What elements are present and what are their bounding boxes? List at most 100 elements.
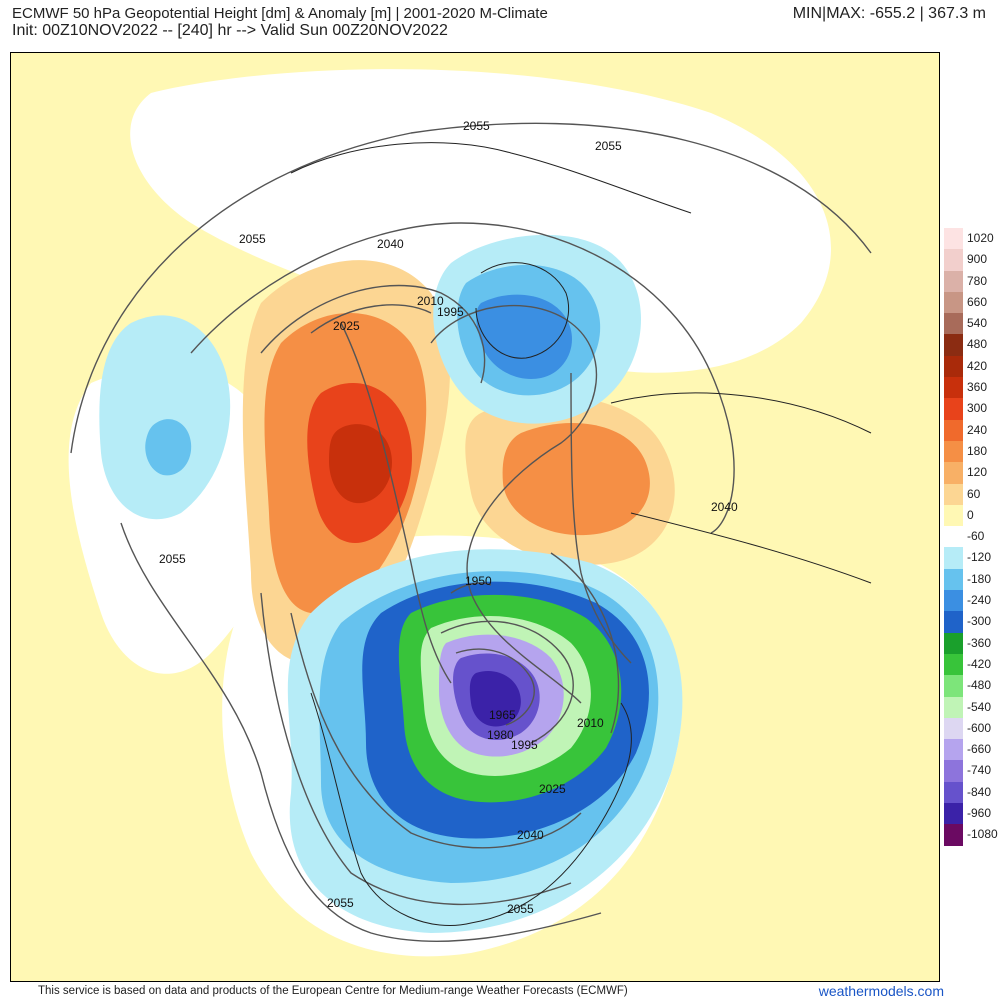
legend-swatch: [944, 291, 963, 314]
legend-label: 420: [967, 358, 988, 373]
legend-item: 420: [944, 355, 1000, 378]
legend-swatch: [944, 781, 963, 804]
legend-label: -660: [967, 742, 992, 757]
legend-swatch: [944, 824, 963, 846]
legend-label: -60: [967, 529, 985, 544]
legend-item: 360: [944, 377, 1000, 399]
contour-1965: [455, 648, 535, 726]
coastline-north-america: [310, 692, 632, 927]
coastline-asia-north: [290, 142, 692, 214]
legend-swatch: [944, 632, 963, 654]
legend-item: -660: [944, 739, 1000, 761]
contour-2040: [190, 222, 735, 906]
legend-item: -180: [944, 568, 1000, 591]
positive-anomaly-east-core: [502, 423, 650, 536]
height-contours: [70, 122, 872, 942]
legend-swatch: [944, 440, 963, 463]
legend-swatch: [944, 696, 963, 718]
contour-label: 1995: [511, 738, 538, 752]
vortex-min-center: [469, 671, 521, 727]
contour-2010: [310, 304, 620, 734]
legend-swatch: [944, 590, 963, 612]
positive-anomaly-west-max: [329, 424, 392, 504]
legend-item: -600: [944, 717, 1000, 740]
map-panel: 2055 2055 2055 2055 2055 2055 2040 2040 …: [10, 52, 940, 982]
legend-swatch: [944, 483, 963, 505]
contour-1995: [430, 304, 598, 704]
contour-label: 2010: [577, 716, 604, 730]
legend-swatch: [944, 675, 963, 697]
legend-label: -600: [967, 720, 992, 735]
legend-swatch: [944, 547, 963, 569]
legend-label: 240: [967, 422, 988, 437]
legend-item: 300: [944, 398, 1000, 420]
legend-swatch: [944, 313, 963, 335]
legend-item: -300: [944, 611, 1000, 633]
legend-swatch: [944, 611, 963, 633]
legend-swatch: [944, 739, 963, 761]
legend-swatch: [944, 462, 963, 484]
contour-label: 2025: [333, 319, 360, 333]
chart-subtitle: Init: 00Z10NOV2022 -- [240] hr --> Valid…: [12, 22, 448, 39]
legend-swatch: [944, 398, 963, 420]
legend-item: 540: [944, 313, 1000, 335]
legend-label: 540: [967, 316, 988, 331]
legend-item: -60: [944, 526, 1000, 548]
brand-link[interactable]: weathermodels.com: [818, 983, 944, 999]
legend-swatch: [944, 760, 963, 782]
legend-label: 660: [967, 294, 988, 309]
legend-item: -240: [944, 590, 1000, 612]
footer-credit: This service is based on data and produc…: [38, 985, 628, 997]
legend-swatch: [944, 334, 963, 356]
legend-item: 120: [944, 462, 1000, 484]
legend-swatch: [944, 526, 963, 548]
legend-label: 360: [967, 380, 988, 395]
legend-swatch: [944, 355, 963, 378]
chart-title: ECMWF 50 hPa Geopotential Height [dm] & …: [12, 5, 548, 22]
legend-label: 900: [967, 252, 988, 267]
legend-item: 180: [944, 440, 1000, 463]
legend-swatch: [944, 504, 963, 527]
legend-label: -840: [967, 784, 992, 799]
legend-label: -960: [967, 806, 992, 821]
legend-label: -120: [967, 550, 992, 565]
legend-label: -420: [967, 656, 992, 671]
legend-swatch: [944, 717, 963, 740]
contour-label: 2055: [159, 552, 186, 566]
contour-label: 1995: [437, 305, 464, 319]
legend-item: -540: [944, 696, 1000, 718]
contour-jet-east: [570, 372, 632, 664]
legend-item: -960: [944, 803, 1000, 825]
legend-label: -180: [967, 571, 992, 586]
contour-label: 2055: [239, 232, 266, 246]
legend-item: -360: [944, 632, 1000, 654]
legend-item: -480: [944, 675, 1000, 697]
contour-2055-outer: [70, 122, 872, 454]
legend-item: 780: [944, 270, 1000, 292]
legend-item: 240: [944, 419, 1000, 441]
legend-label: -740: [967, 763, 992, 778]
legend-swatch: [944, 228, 963, 250]
legend-label: -240: [967, 593, 992, 608]
contour-label: 1980: [487, 728, 514, 742]
contour-labels: 2055 2055 2055 2055 2055 2055 2040 2040 …: [159, 119, 738, 916]
legend-swatch: [944, 653, 963, 676]
contour-label: 2055: [327, 896, 354, 910]
contour-label: 2025: [539, 782, 566, 796]
legend-swatch: [944, 803, 963, 825]
legend-label: 780: [967, 273, 988, 288]
legend-item: 1020: [944, 228, 1000, 250]
legend-label: 480: [967, 337, 988, 352]
legend-item: 660: [944, 291, 1000, 314]
color-legend: 1020 900 780 660 540 480 420 360 300 240 180 120 60 0…: [944, 228, 1000, 846]
coastlines: [290, 142, 872, 927]
legend-swatch: [944, 419, 963, 441]
legend-label: 0: [967, 507, 974, 522]
legend-label: -360: [967, 635, 992, 650]
legend-swatch: [944, 377, 963, 399]
contour-label: 2040: [711, 500, 738, 514]
legend-item: 480: [944, 334, 1000, 356]
legend-label: 300: [967, 401, 988, 416]
map-canvas: 2055 2055 2055 2055 2055 2055 2040 2040 …: [11, 53, 939, 981]
contour-2055-west: [120, 522, 602, 942]
